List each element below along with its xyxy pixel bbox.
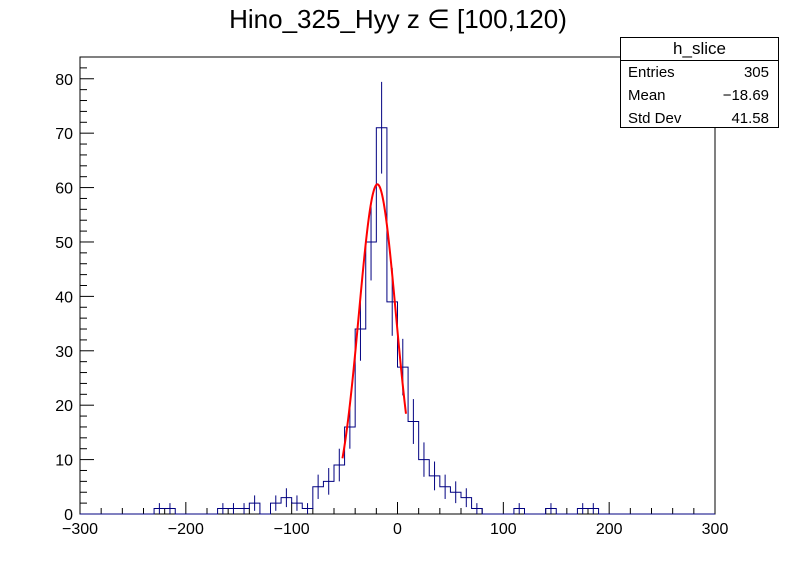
x-tick-label: 300 xyxy=(702,521,729,538)
stats-box-name: h_slice xyxy=(621,38,778,61)
x-tick-label: −100 xyxy=(274,521,310,538)
gaussian-fit-curve xyxy=(341,183,407,459)
y-tick-label: 70 xyxy=(55,126,73,143)
x-tick-label: −300 xyxy=(62,521,98,538)
stats-row-stddev: Std Dev 41.58 xyxy=(621,107,778,130)
y-tick-label: 40 xyxy=(55,289,73,306)
chart-title: Hino_325_Hyy z ∈ [100,120) xyxy=(229,4,567,34)
y-tick-label: 10 xyxy=(55,453,73,470)
y-tick-label: 50 xyxy=(55,235,73,252)
y-tick-label: 30 xyxy=(55,344,73,361)
stats-label: Std Dev xyxy=(628,110,682,127)
stats-row-mean: Mean −18.69 xyxy=(621,84,778,107)
x-tick-label: 100 xyxy=(490,521,517,538)
y-tick-label: 80 xyxy=(55,72,73,89)
y-tick-label: 60 xyxy=(55,181,73,198)
x-tick-label: −200 xyxy=(168,521,204,538)
stats-row-entries: Entries 305 xyxy=(621,61,778,84)
stats-value: 41.58 xyxy=(731,110,769,127)
stats-value: −18.69 xyxy=(722,87,769,104)
stats-value: 305 xyxy=(743,64,769,81)
x-tick-label: 200 xyxy=(596,521,623,538)
stats-label: Mean xyxy=(628,87,666,104)
y-tick-label: 20 xyxy=(55,398,73,415)
y-tick-label: 0 xyxy=(64,507,73,524)
x-tick-label: 0 xyxy=(393,521,402,538)
stats-label: Entries xyxy=(628,64,675,81)
stats-box: h_slice Entries 305 Mean −18.69 Std Dev … xyxy=(620,37,779,128)
